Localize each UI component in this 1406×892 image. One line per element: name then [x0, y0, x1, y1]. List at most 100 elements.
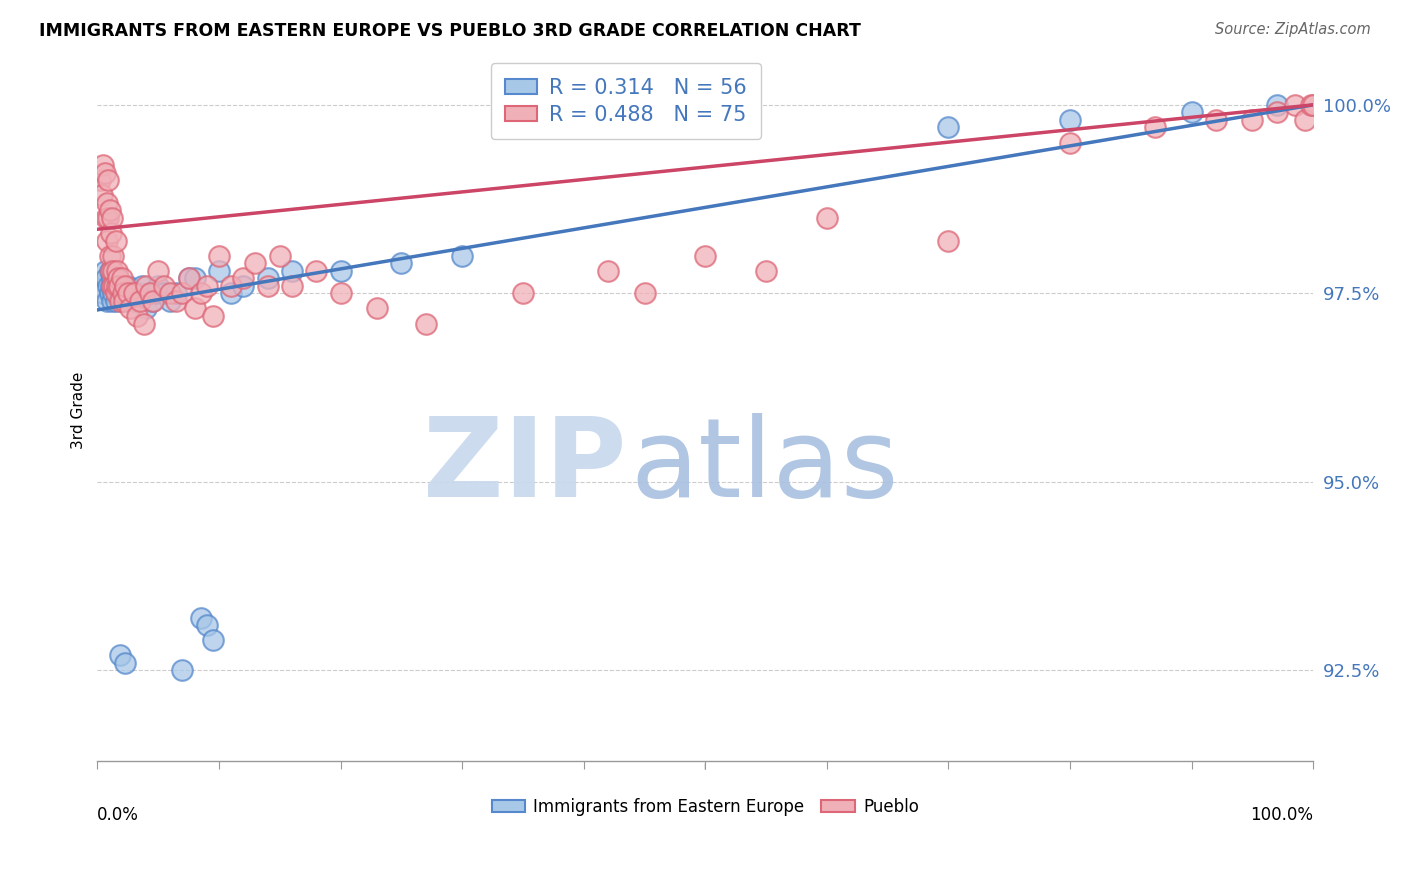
- Point: [111, 278, 134, 293]
- Point: [90, 278, 112, 293]
- Point: [938, 120, 960, 135]
- Y-axis label: 3rd Grade: 3rd Grade: [72, 372, 86, 449]
- Point: [512, 286, 534, 301]
- Point: [107, 271, 129, 285]
- Point: [172, 664, 194, 678]
- Point: [111, 286, 134, 301]
- Point: [93, 286, 115, 301]
- Point: [101, 264, 124, 278]
- Point: [201, 633, 224, 648]
- Point: [101, 249, 124, 263]
- Point: [269, 249, 291, 263]
- Point: [389, 256, 412, 270]
- Point: [93, 158, 115, 172]
- Point: [141, 293, 163, 308]
- Point: [1302, 98, 1324, 112]
- Point: [195, 278, 218, 293]
- Point: [122, 293, 145, 308]
- Point: [135, 278, 157, 293]
- Point: [100, 264, 122, 278]
- Point: [135, 301, 157, 316]
- Point: [101, 286, 124, 301]
- Point: [127, 309, 149, 323]
- Point: [1265, 98, 1288, 112]
- Point: [190, 286, 212, 301]
- Point: [1144, 120, 1167, 135]
- Point: [98, 264, 121, 278]
- Point: [105, 264, 128, 278]
- Point: [104, 234, 127, 248]
- Point: [100, 278, 122, 293]
- Point: [232, 271, 254, 285]
- Point: [138, 286, 160, 301]
- Point: [1265, 105, 1288, 120]
- Point: [1059, 136, 1081, 150]
- Text: 0.0%: 0.0%: [97, 806, 139, 824]
- Point: [183, 301, 205, 316]
- Point: [98, 286, 121, 301]
- Point: [97, 173, 120, 187]
- Point: [159, 293, 181, 308]
- Point: [153, 286, 176, 301]
- Point: [96, 234, 118, 248]
- Point: [329, 264, 352, 278]
- Text: Source: ZipAtlas.com: Source: ZipAtlas.com: [1215, 22, 1371, 37]
- Text: IMMIGRANTS FROM EASTERN EUROPE VS PUEBLO 3RD GRADE CORRELATION CHART: IMMIGRANTS FROM EASTERN EUROPE VS PUEBLO…: [39, 22, 862, 40]
- Point: [1059, 112, 1081, 127]
- Point: [177, 271, 200, 285]
- Point: [114, 278, 136, 293]
- Point: [101, 278, 124, 293]
- Point: [145, 286, 167, 301]
- Point: [256, 278, 278, 293]
- Point: [105, 278, 128, 293]
- Point: [172, 286, 194, 301]
- Point: [125, 286, 148, 301]
- Point: [129, 286, 152, 301]
- Point: [107, 271, 129, 285]
- Point: [633, 286, 655, 301]
- Point: [93, 264, 115, 278]
- Point: [105, 278, 128, 293]
- Point: [103, 278, 125, 293]
- Point: [938, 234, 960, 248]
- Point: [305, 264, 328, 278]
- Point: [165, 286, 187, 301]
- Point: [91, 188, 114, 202]
- Point: [695, 249, 717, 263]
- Point: [101, 271, 124, 285]
- Point: [281, 278, 304, 293]
- Point: [142, 293, 165, 308]
- Point: [104, 271, 127, 285]
- Point: [98, 203, 121, 218]
- Point: [159, 286, 181, 301]
- Point: [100, 226, 122, 240]
- Point: [208, 264, 231, 278]
- Point: [219, 278, 242, 293]
- Point: [93, 166, 115, 180]
- Point: [1205, 112, 1227, 127]
- Point: [138, 286, 160, 301]
- Point: [122, 286, 145, 301]
- Legend: Immigrants from Eastern Europe, Pueblo: Immigrants from Eastern Europe, Pueblo: [485, 791, 925, 822]
- Text: ZIP: ZIP: [423, 413, 626, 520]
- Point: [103, 278, 125, 293]
- Point: [101, 211, 124, 225]
- Point: [110, 293, 132, 308]
- Point: [117, 286, 139, 301]
- Point: [97, 211, 120, 225]
- Point: [281, 264, 304, 278]
- Point: [108, 278, 131, 293]
- Point: [104, 286, 127, 301]
- Point: [366, 301, 388, 316]
- Point: [415, 317, 437, 331]
- Point: [129, 293, 152, 308]
- Point: [105, 286, 128, 301]
- Point: [201, 309, 224, 323]
- Point: [596, 264, 619, 278]
- Point: [112, 286, 135, 301]
- Point: [96, 293, 118, 308]
- Point: [183, 271, 205, 285]
- Text: atlas: atlas: [630, 413, 898, 520]
- Point: [94, 211, 117, 225]
- Point: [132, 317, 155, 331]
